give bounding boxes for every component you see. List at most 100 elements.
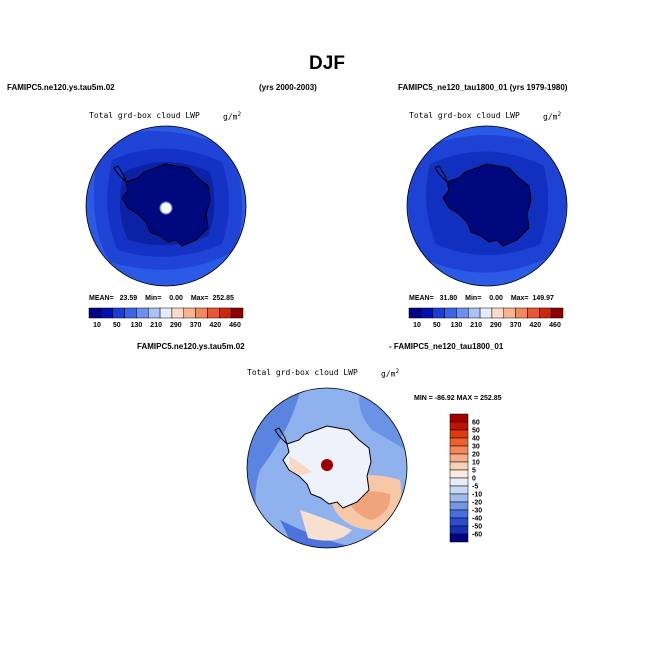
left-colorbar-swatch (100, 307, 113, 319)
diff-colorbar-label: -10 (472, 492, 482, 499)
diff-map (247, 388, 407, 548)
right-units-label: g/m2 (543, 111, 561, 122)
diff-colorbar-label: -40 (472, 516, 482, 523)
left-colorbar-swatch (183, 307, 196, 319)
left-colorbar-swatch (219, 307, 232, 319)
left-map (86, 126, 246, 286)
right-units-exponent: 2 (557, 111, 562, 118)
right-map-peninsula (434, 165, 448, 183)
left-colorbar-label: 210 (150, 322, 162, 329)
left-map-border (85, 125, 247, 287)
right-colorbar-label: 420 (529, 322, 541, 329)
right-variable-label: Total grd-box cloud LWP (409, 111, 520, 120)
left-colorbar-swatch (136, 307, 149, 319)
right-case-name: FAMIPC5_ne120_tau1800_01 (yrs 1979-1980) (398, 83, 567, 92)
left-max-value: 252.85 (212, 295, 234, 302)
right-mean-label: MEAN= (409, 295, 434, 302)
left-stats: MEAN= 23.59 Min= 0.00 Max= 252.85 (89, 295, 234, 302)
right-min-label: Min= (465, 295, 482, 302)
diff-colorbar-swatch (449, 421, 469, 431)
diff-map-pale-patch (300, 510, 352, 541)
right-colorbar-swatch (503, 307, 516, 319)
right-colorbar-swatch (432, 307, 445, 319)
right-colorbar-swatch (420, 307, 433, 319)
left-variable-label: Total grd-box cloud LWP (89, 111, 200, 120)
left-mean-label: MEAN= (89, 295, 114, 302)
diff-map-antarctica-warm (289, 456, 312, 475)
left-colorbar-swatch (230, 307, 244, 319)
diff-colorbar-label: 20 (472, 452, 480, 459)
left-map-peninsula (113, 165, 127, 183)
diff-colorbar-label: -20 (472, 500, 482, 507)
diff-map-pole-marker (321, 459, 333, 471)
right-colorbar-label: 460 (549, 322, 561, 329)
diff-map-blue-patch-ne (359, 392, 406, 450)
diff-colorbar-swatch (449, 501, 469, 511)
left-colorbar-label: 50 (113, 322, 121, 329)
right-colorbar-swatch (515, 307, 528, 319)
right-colorbar-label: 130 (451, 322, 463, 329)
left-colorbar-swatch (207, 307, 220, 319)
left-colorbar-swatch (88, 307, 102, 319)
diff-colorbar-label: 50 (472, 428, 480, 435)
diff-colorbar-swatch (449, 469, 469, 479)
left-min-label: Min= (145, 295, 162, 302)
right-colorbar-label: 10 (413, 322, 421, 329)
diff-variable-label: Total grd-box cloud LWP (247, 368, 358, 377)
right-colorbar-swatch (408, 307, 422, 319)
right-case: FAMIPC5_ne120_tau1800_01 (398, 83, 508, 92)
left-mean-value: 23.59 (119, 295, 138, 302)
diff-colorbar-swatch (449, 453, 469, 463)
left-colorbar-label: 420 (209, 322, 221, 329)
diff-units-exponent: 2 (395, 368, 400, 375)
diff-colorbar-swatch (449, 493, 469, 503)
right-colorbar-label: 290 (490, 322, 502, 329)
page-title: DJF (309, 53, 345, 74)
diff-colorbar-swatch (449, 517, 469, 527)
right-colorbar-label: 370 (510, 322, 522, 329)
left-max-label: Max= (190, 295, 209, 302)
diff-colorbar-swatch (449, 437, 469, 447)
left-colorbar-label: 290 (170, 322, 182, 329)
left-colorbar-label: 370 (190, 322, 202, 329)
right-colorbar-swatch (456, 307, 469, 319)
diff-units-label: g/m2 (381, 368, 399, 379)
diff-map-peninsula (274, 427, 288, 445)
right-years: (yrs 1979-1980) (509, 83, 568, 92)
right-colorbar-label: 50 (433, 322, 441, 329)
right-mean-value: 31.80 (439, 295, 458, 302)
left-case-name: FAMIPC5.ne120.ys.tau5m.02 (7, 83, 115, 92)
right-colorbar-label: 210 (470, 322, 482, 329)
left-colorbar-swatch (124, 307, 137, 319)
right-map (407, 126, 567, 286)
diff-colorbar-swatch (449, 485, 469, 495)
diff-colorbar-label: 5 (472, 468, 476, 475)
right-max-label: Max= (510, 295, 529, 302)
diff-map-blue-patch-s (280, 520, 350, 548)
diff-map-border (246, 387, 408, 549)
diff-colorbar-label: 40 (472, 436, 480, 443)
diff-colorbar-label: -60 (472, 532, 482, 539)
left-units-label: g/m2 (223, 111, 241, 122)
diff-colorbar-label: 60 (472, 420, 480, 427)
diff-case-b: - FAMIPC5_ne120_tau1800_01 (389, 342, 504, 351)
left-colorbar-swatch (159, 307, 173, 319)
left-colorbar-label: 10 (93, 322, 101, 329)
diff-colorbar-swatch (449, 509, 469, 519)
left-units-exponent: 2 (237, 111, 242, 118)
right-colorbar-swatch (527, 307, 540, 319)
diff-colorbar-swatch (449, 461, 469, 471)
right-max-value: 149.97 (532, 295, 554, 302)
left-colorbar-swatch (147, 307, 161, 319)
left-colorbar-swatch (112, 307, 125, 319)
left-colorbar-swatch (171, 307, 185, 319)
right-colorbar-swatch (479, 307, 493, 319)
diff-units: g/m (381, 369, 396, 379)
diff-colorbar-swatch (449, 525, 469, 535)
right-colorbar-swatch (491, 307, 505, 319)
left-min-value: 0.00 (169, 295, 183, 302)
right-colorbar: 10 50 130 210 290 370 420 460 (408, 307, 564, 329)
right-map-border (406, 125, 568, 287)
